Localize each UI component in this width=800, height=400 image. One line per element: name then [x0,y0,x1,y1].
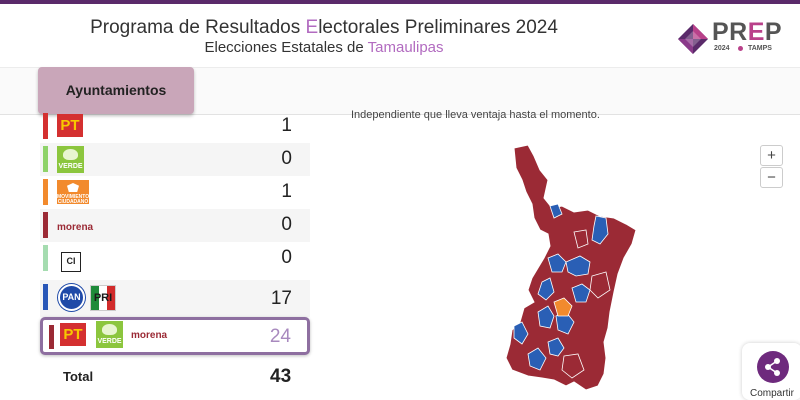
prep-logo-word: PREP [712,18,783,46]
morena-logo: morena [57,222,94,233]
party-row-verde: VERDE 0 [40,143,310,176]
prep-diamond-icon [678,24,708,54]
share-icon [765,358,780,376]
party-row-movimiento-ciudadano: MOVIMIENTO CIUDADANO 1 [40,176,310,209]
map-region-morena [573,229,589,249]
map-region-mc [553,297,573,317]
party-row-morena: morena 0 [40,209,310,242]
party-count: 0 [281,148,292,169]
total-count: 43 [270,366,292,387]
prep-logo-region: TAMPS [748,45,772,52]
pt-logo: PT [60,323,86,346]
total-label: Total [63,369,94,384]
party-count: 24 [269,326,291,347]
tab-ayuntamientos[interactable]: Ayuntamientos [38,67,194,114]
party-count: 0 [281,214,292,235]
tamaulipas-results-map[interactable] [500,140,660,400]
verde-logo: VERDE [57,146,84,173]
morena-logo: morena [131,330,168,341]
zoom-out-button[interactable]: − [760,167,783,188]
party-color-bar [49,325,54,349]
map-region-morena [589,271,611,299]
map-region-pan [547,253,567,273]
party-color-bar [43,245,48,271]
top-accent-line [0,0,800,4]
map-region-pan [547,337,565,357]
map-region-pan [513,321,529,345]
party-count: 1 [281,115,292,136]
pt-logo: PT [57,114,83,137]
page-title: Programa de Resultados Electorales Preli… [90,17,558,38]
party-count: 0 [281,247,292,268]
map-region-pan [527,347,547,371]
page-header: Programa de Resultados Electorales Preli… [0,4,800,67]
party-color-bar [43,284,48,310]
party-color-bar [43,179,48,205]
map-region-pan [537,305,555,329]
map-region-pan [591,215,609,245]
party-row-pan-prd: PAN PRI 17 [40,280,310,317]
movimiento-ciudadano-logo: MOVIMIENTO CIUDADANO [57,180,89,205]
party-row-coalicion-morena[interactable]: PT VERDE morena 24 [40,317,310,355]
party-row-pt: PT 1 [40,110,310,143]
map-region-pan [565,255,591,277]
party-count: 1 [281,181,292,202]
party-row-independiente: CI 0 [40,242,310,275]
share-button[interactable]: Compartir [742,343,800,400]
prep-logo-year: 2024 [714,45,730,52]
party-count: 17 [270,288,292,309]
page-subtitle: Elecciones Estatales de Tamaulipas [204,39,444,56]
party-color-bar [43,146,48,172]
map-region-pan [571,283,591,303]
share-label: Compartir [750,388,794,399]
ci-logo: CI [61,252,81,272]
share-circle [757,351,789,383]
zoom-in-button[interactable]: + [760,145,783,166]
party-color-bar [43,113,48,139]
pri-logo: PRI [90,285,116,311]
map-description: Independiente que lleva ventaja hasta el… [351,109,600,121]
prep-logo[interactable]: PREP 2024 TAMPS [676,18,792,58]
map-region-pan [549,203,563,219]
pan-logo: PAN [58,284,85,311]
party-color-bar [43,212,48,238]
prep-logo-dot [738,46,743,51]
verde-logo: VERDE [96,321,123,348]
map-region-morena [561,353,585,379]
map-region-pan [537,277,555,301]
